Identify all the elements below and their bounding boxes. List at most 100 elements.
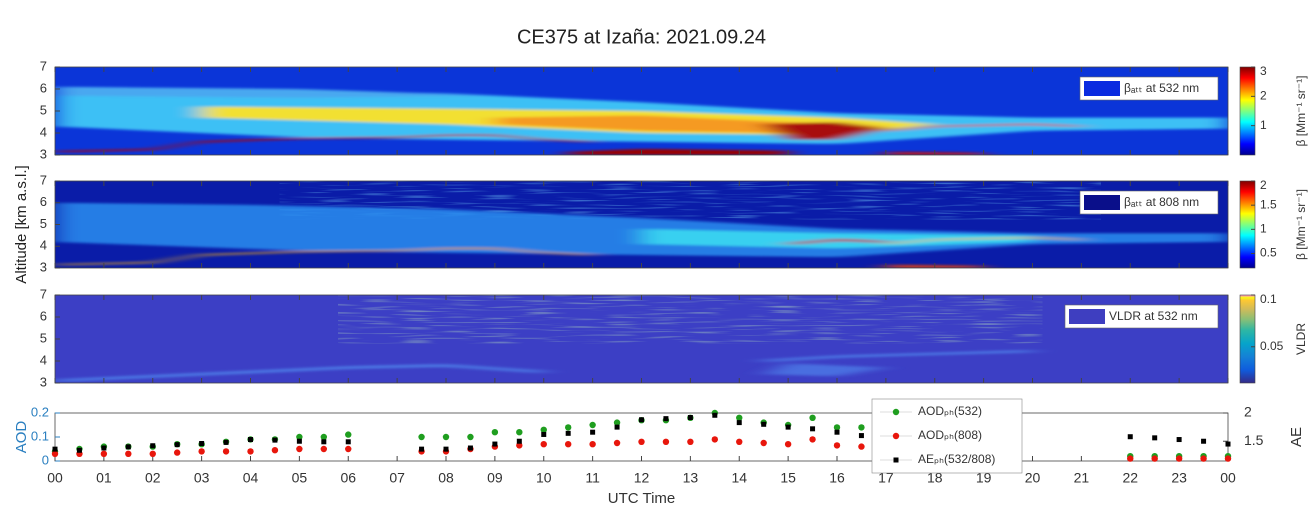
data-point <box>1224 455 1232 462</box>
y-tick-label: 0.2 <box>31 404 49 419</box>
data-point <box>809 436 816 443</box>
y-tick-label: 3 <box>40 259 47 274</box>
data-point <box>564 441 572 448</box>
data-point <box>271 447 279 454</box>
data-point <box>100 450 108 457</box>
data-point <box>199 440 205 446</box>
x-tick-label: 23 <box>1171 470 1187 486</box>
legend-marker <box>892 408 900 416</box>
data-point <box>174 442 180 448</box>
x-tick-label: 19 <box>976 470 992 486</box>
data-point <box>52 446 58 452</box>
data-point <box>222 448 230 455</box>
data-point <box>833 424 841 431</box>
legend-marker <box>892 432 900 440</box>
colorbar-label: β [Mm⁻¹ sr⁻¹] <box>1294 76 1308 147</box>
data-point <box>419 446 425 452</box>
data-point <box>760 439 767 447</box>
y2-tick-label: 1.5 <box>1244 432 1264 448</box>
y-tick-label: 5 <box>40 102 47 117</box>
data-point <box>492 441 498 447</box>
legend-swatch <box>1084 195 1120 210</box>
heatmap-image <box>55 295 1228 383</box>
data-point <box>101 445 107 451</box>
data-point <box>223 439 229 445</box>
y2-tick-label: 2 <box>1244 404 1252 420</box>
x-tick-label: 14 <box>731 470 747 486</box>
data-point <box>345 431 352 438</box>
legend-label: AEₚₕ(532/808) <box>918 452 995 466</box>
colorbar-tick-label: 2 <box>1260 89 1267 103</box>
data-point <box>810 426 816 432</box>
legend-label: VLDR at 532 nm <box>1109 309 1198 323</box>
data-point <box>638 438 645 445</box>
data-point <box>443 446 449 452</box>
data-point <box>516 442 523 449</box>
data-point <box>467 433 474 441</box>
colorbar-tick-label: 0.5 <box>1260 246 1277 260</box>
data-point <box>149 450 156 457</box>
colorbar-tick-label: 0.1 <box>1260 292 1277 306</box>
x-tick-label: 04 <box>243 470 259 486</box>
data-point <box>296 438 302 444</box>
data-point <box>1176 437 1182 443</box>
data-point <box>247 448 254 455</box>
x-tick-label: 00 <box>1220 470 1236 486</box>
y-axis-title: AOD <box>13 421 30 454</box>
y-tick-label: 3 <box>40 146 47 161</box>
legend-swatch <box>1069 309 1105 324</box>
y-tick-label: 4 <box>40 238 47 253</box>
x-tick-label: 01 <box>96 470 112 486</box>
colorbar-tick-label: 1.5 <box>1260 197 1277 211</box>
colorbar-tick-label: 0.05 <box>1260 339 1284 353</box>
y-tick-label: 3 <box>40 374 47 389</box>
data-point <box>613 439 621 447</box>
data-point <box>1127 455 1134 462</box>
colorbar-tick-label: 1 <box>1260 118 1267 132</box>
data-point <box>564 424 572 431</box>
x-tick-label: 22 <box>1122 470 1138 486</box>
y-tick-label: 4 <box>40 124 47 139</box>
legend-swatch <box>1084 81 1120 96</box>
data-point <box>736 414 743 421</box>
x-tick-label: 05 <box>292 470 308 486</box>
data-point <box>51 450 59 457</box>
data-point <box>467 445 473 451</box>
y-tick-label: 4 <box>40 352 47 367</box>
colorbar <box>1239 66 1256 156</box>
data-point <box>785 424 791 430</box>
data-point <box>784 441 792 448</box>
x-tick-label: 10 <box>536 470 552 486</box>
data-point <box>1127 434 1133 440</box>
data-point <box>662 438 670 445</box>
data-point <box>565 430 571 436</box>
data-point <box>1175 455 1183 462</box>
data-point <box>834 429 840 435</box>
data-point <box>613 419 621 426</box>
heatmap-image <box>55 181 1228 268</box>
x-tick-label: 21 <box>1074 470 1090 486</box>
data-point <box>418 433 425 441</box>
data-point <box>296 433 303 441</box>
data-point <box>833 442 841 449</box>
colorbar-tick-label: 1 <box>1260 222 1267 236</box>
x-tick-label: 13 <box>683 470 699 486</box>
data-point <box>248 437 253 443</box>
y-axis-title: Altitude [km a.s.l.] <box>13 165 30 283</box>
data-point <box>76 447 82 453</box>
x-tick-label: 16 <box>829 470 845 486</box>
x-tick-label: 17 <box>878 470 894 486</box>
data-point <box>345 439 351 445</box>
y-tick-label: 5 <box>40 216 47 231</box>
data-point <box>687 438 694 445</box>
data-point <box>198 448 205 455</box>
data-point <box>296 445 303 453</box>
x-tick-label: 12 <box>634 470 650 486</box>
data-point <box>540 426 547 433</box>
data-point <box>1152 435 1158 441</box>
data-point <box>858 433 864 439</box>
legend-label: βₐₜₜ at 808 nm <box>1124 195 1199 209</box>
data-point <box>614 424 620 430</box>
x-tick-label: 08 <box>438 470 454 486</box>
